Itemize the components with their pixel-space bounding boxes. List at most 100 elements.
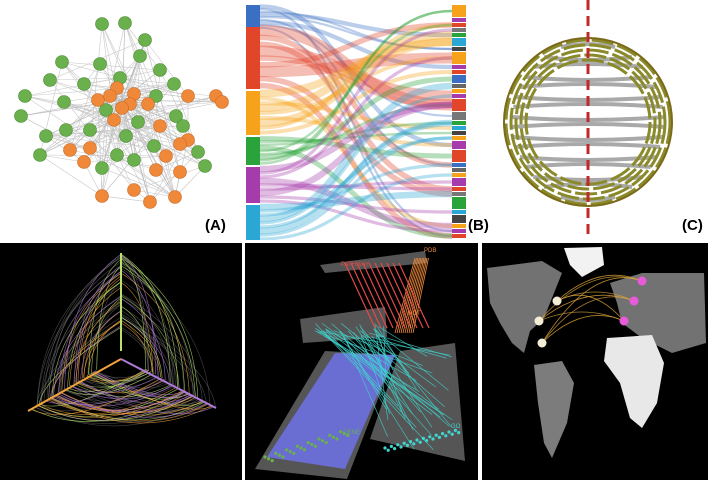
sankey-target-node: [452, 187, 466, 191]
panel-c-label: (C): [682, 217, 703, 234]
layer-links: [314, 257, 453, 451]
sankey-target-node: [452, 126, 466, 130]
network-node-green: [167, 77, 181, 91]
plane-pathway: [320, 251, 427, 273]
network-node-green: [147, 139, 161, 153]
sankey-diagram: [246, 4, 466, 240]
sankey-target-node: [452, 75, 466, 83]
network-node-green: [133, 49, 147, 63]
continent-eurasia: [610, 273, 706, 353]
sankey-target-node: [452, 229, 466, 233]
sankey-flows: [259, 4, 453, 240]
panel-a-label: (A): [205, 217, 226, 234]
gene-node: [270, 459, 274, 463]
go-node: [457, 431, 461, 435]
continent-south-america: [534, 361, 574, 458]
network-node-orange: [168, 190, 182, 204]
sankey-target-node: [452, 47, 466, 51]
gene-node: [267, 457, 271, 461]
network-node-orange: [77, 155, 91, 169]
network-node-green: [93, 57, 107, 71]
go-node: [415, 438, 419, 442]
gene-node: [299, 446, 303, 450]
network-node-green: [77, 77, 91, 91]
sankey-target-node: [452, 18, 466, 22]
circular-arc-diagram: [503, 0, 673, 235]
network-node-green: [127, 153, 141, 167]
sankey-target-node: [452, 234, 466, 238]
hive-axis: [27, 358, 122, 412]
network-node-orange: [63, 143, 77, 157]
network-node-green: [138, 33, 152, 47]
sankey-target-node: [452, 173, 466, 177]
go-node: [441, 432, 445, 436]
flow-arcs: [538, 274, 643, 344]
sankey-target-node: [452, 136, 466, 140]
network-node-orange: [107, 113, 121, 127]
plane-go: [370, 343, 465, 461]
origin-city-marker: [534, 316, 544, 326]
network-node-orange: [215, 95, 229, 109]
network-node-green: [153, 63, 167, 77]
go-node: [389, 444, 393, 448]
sankey-target-node: [452, 33, 466, 37]
sankey-target-node: [452, 28, 466, 32]
layered-3d-network: [255, 251, 465, 479]
network-node-orange: [143, 195, 157, 209]
panel-b-label: (B): [468, 217, 489, 234]
world-flow-map: [487, 247, 706, 458]
gene-node: [310, 442, 314, 446]
panel-c-circular-arcs: (C): [495, 0, 708, 240]
panel-d-hive-plot: (D): [0, 243, 242, 480]
sankey-target-node: [452, 168, 466, 172]
network-node-orange: [127, 183, 141, 197]
sankey-target-node: [452, 197, 466, 209]
hive-plot: [27, 253, 217, 427]
gene-node: [274, 451, 278, 455]
gene-node: [324, 441, 328, 445]
tag-hot: HOT: [408, 311, 421, 317]
gene-node: [342, 432, 346, 436]
network-node-green: [95, 161, 109, 175]
network-node-orange: [159, 149, 173, 163]
network-node-green: [176, 119, 190, 133]
go-node: [409, 440, 413, 444]
network-node-orange: [173, 165, 187, 179]
go-node: [396, 443, 400, 447]
panel-d-label: (D): [205, 459, 226, 476]
origin-city-marker: [537, 338, 547, 348]
sankey-source-node: [246, 167, 260, 203]
network-node-green: [18, 89, 32, 103]
network-node-green: [57, 95, 71, 109]
go-node: [402, 441, 406, 445]
hive-axis: [120, 358, 217, 409]
sankey-target-node: [452, 94, 466, 98]
gene-node: [295, 444, 299, 448]
sankey-target-node: [452, 131, 466, 135]
network-node-green: [191, 145, 205, 159]
sankey-target-node: [452, 178, 466, 186]
sankey-target-node: [452, 112, 466, 120]
go-node: [421, 436, 425, 440]
tag-pdb: PDB: [424, 248, 437, 254]
go-node: [386, 448, 390, 452]
gene-node: [317, 437, 321, 441]
gene-node: [303, 448, 307, 452]
tag-go: GO: [451, 424, 461, 430]
sankey-source-node: [246, 5, 260, 29]
sankey-source-node: [246, 27, 260, 89]
gene-go-links: [267, 353, 395, 469]
go-node: [450, 432, 454, 436]
gene-node: [321, 439, 325, 443]
panel-e-label: (E): [450, 459, 470, 476]
network-node-green: [131, 115, 145, 129]
go-node: [399, 445, 403, 449]
gene-node: [281, 455, 285, 459]
network-node-green: [43, 73, 57, 87]
network-node-orange: [91, 93, 105, 107]
go-node: [437, 435, 441, 439]
hive-edges: [30, 253, 216, 427]
network-node-green: [118, 16, 132, 30]
origin-city-marker: [552, 296, 562, 306]
network-node-green: [14, 109, 28, 123]
